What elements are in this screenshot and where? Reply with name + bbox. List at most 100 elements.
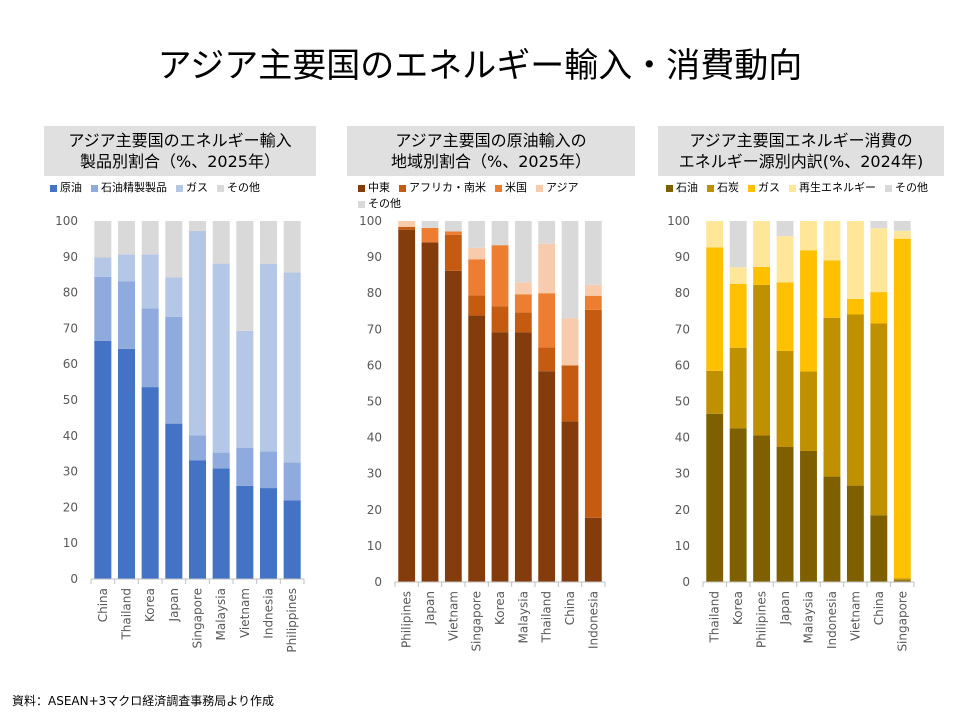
bar-segment — [753, 221, 771, 267]
legend-item: ガス — [176, 180, 208, 196]
bar-segment — [188, 460, 207, 579]
bar-segment — [706, 370, 724, 414]
legend-item: その他 — [358, 196, 401, 212]
legend-label: 原油 — [60, 181, 82, 194]
y-tick-label: 0 — [374, 575, 382, 589]
bar-segment — [141, 221, 159, 255]
legend-swatch — [358, 200, 365, 208]
bar-segment — [776, 221, 794, 237]
y-tick-label: 90 — [63, 250, 78, 264]
y-tick-label: 70 — [675, 322, 690, 336]
chart-title-line-1: アジア主要国のエネルギー輸入 — [68, 131, 292, 150]
y-tick-label: 60 — [675, 358, 690, 372]
bar-segment — [259, 488, 278, 579]
chart-legend: 原油 石油精製製品 ガス その他 — [50, 180, 320, 196]
legend-label: その他 — [895, 181, 928, 194]
bar-segment — [514, 312, 532, 333]
y-tick-label: 50 — [367, 395, 382, 409]
legend-label: 中東 — [368, 181, 390, 194]
legend-item: その他 — [885, 180, 928, 196]
bar-segment — [870, 228, 888, 293]
bar-segment — [188, 231, 207, 436]
legend-label: その他 — [368, 197, 401, 210]
bar-segment — [94, 340, 112, 579]
bar-segment — [753, 284, 771, 436]
legend-swatch — [495, 184, 502, 192]
legend-swatch — [536, 184, 543, 192]
chart-legend: 中東 アフリカ・南米 米国 アジア その他 — [358, 180, 628, 212]
legend-label: ガス — [186, 181, 208, 194]
bar-segment — [776, 350, 794, 447]
bar-segment — [421, 242, 439, 582]
x-tick-label: Philipines — [755, 591, 769, 648]
bar-segment — [893, 230, 911, 239]
y-tick-label: 80 — [63, 286, 78, 300]
bar-segment — [444, 231, 462, 235]
x-tick-label: Korea — [493, 591, 507, 625]
x-tick-label: Malaysia — [214, 588, 228, 640]
bar-segment — [800, 450, 817, 582]
legend-item: 再生エネルギー — [789, 180, 876, 196]
bar-segment — [800, 221, 817, 251]
bar-segment — [584, 284, 602, 296]
y-tick-label: 100 — [55, 214, 78, 228]
legend-swatch — [91, 184, 98, 192]
legend-item: 中東 — [358, 180, 390, 196]
stacked-bar-chart: 0 10 20 30 40 50 60 70 80 90 100 Thailand Korea Phili… — [667, 214, 915, 652]
bar-segment — [421, 227, 439, 243]
bar-segment — [870, 221, 888, 229]
bar-segment — [444, 270, 462, 582]
chart-title: アジア主要国の原油輸入の 地域別割合（%、2025年） — [347, 126, 635, 176]
bar-segment — [94, 257, 112, 277]
bar-segment — [800, 371, 817, 451]
y-tick-label: 20 — [367, 503, 382, 517]
x-tick-label: Singapore — [191, 588, 205, 649]
bar-segment — [283, 272, 301, 463]
x-tick-label: Philippines — [285, 588, 299, 653]
bar-segment — [538, 293, 556, 348]
y-tick-label: 30 — [675, 467, 690, 481]
bar-segment — [468, 221, 486, 248]
y-tick-label: 10 — [63, 536, 78, 550]
bar-segment — [538, 221, 556, 244]
x-tick-label: Japan — [167, 588, 181, 622]
bar-segment — [823, 476, 841, 582]
y-tick-label: 40 — [367, 431, 382, 445]
bar-segment — [259, 221, 278, 264]
bar-segment — [729, 221, 747, 268]
x-tick-label: Vietnam — [238, 588, 252, 638]
bar-segment — [823, 260, 841, 318]
chart-panel-crude-regions: アジア主要国の原油輸入の 地域別割合（%、2025年） 中東 アフリカ・南米 米国 ア… — [320, 126, 640, 652]
x-tick-label: China — [872, 591, 886, 625]
chart-title-line-1: アジア主要国エネルギー消費の — [689, 131, 913, 150]
bar-segment — [893, 580, 911, 582]
x-tick-label: China — [96, 588, 110, 622]
y-tick-label: 20 — [63, 500, 78, 514]
x-tick-label: Korea — [143, 588, 157, 622]
legend-swatch — [358, 184, 365, 192]
y-tick-label: 100 — [359, 214, 382, 228]
legend-swatch — [789, 184, 796, 192]
legend-swatch — [748, 184, 755, 192]
bar-segment — [259, 451, 278, 489]
bar-segment — [776, 236, 794, 283]
bar-segment — [870, 292, 888, 324]
bar-segment — [165, 277, 183, 317]
bar-segment — [165, 423, 183, 579]
bar-segment — [584, 309, 602, 518]
x-tick-label: Thailand — [540, 591, 554, 644]
y-tick-label: 10 — [367, 539, 382, 553]
bar-segment — [236, 221, 254, 331]
legend-label: 石油精製製品 — [101, 181, 167, 194]
stacked-bar-chart: 0 10 20 30 40 50 60 70 80 90 100 China Thailand Korea… — [55, 214, 305, 653]
bar-segment — [729, 428, 747, 582]
chart-title-line-1: アジア主要国の原油輸入の — [395, 131, 587, 150]
chart-title-line-2: 製品別割合（%、2025年） — [80, 152, 280, 171]
legend-item: 米国 — [495, 180, 527, 196]
bar-segment — [398, 226, 416, 230]
bar-segment — [212, 263, 230, 453]
bar-segment — [823, 221, 841, 261]
bar-segment — [729, 283, 747, 348]
legend-swatch — [217, 184, 224, 192]
x-tick-label: Japan — [423, 591, 437, 625]
